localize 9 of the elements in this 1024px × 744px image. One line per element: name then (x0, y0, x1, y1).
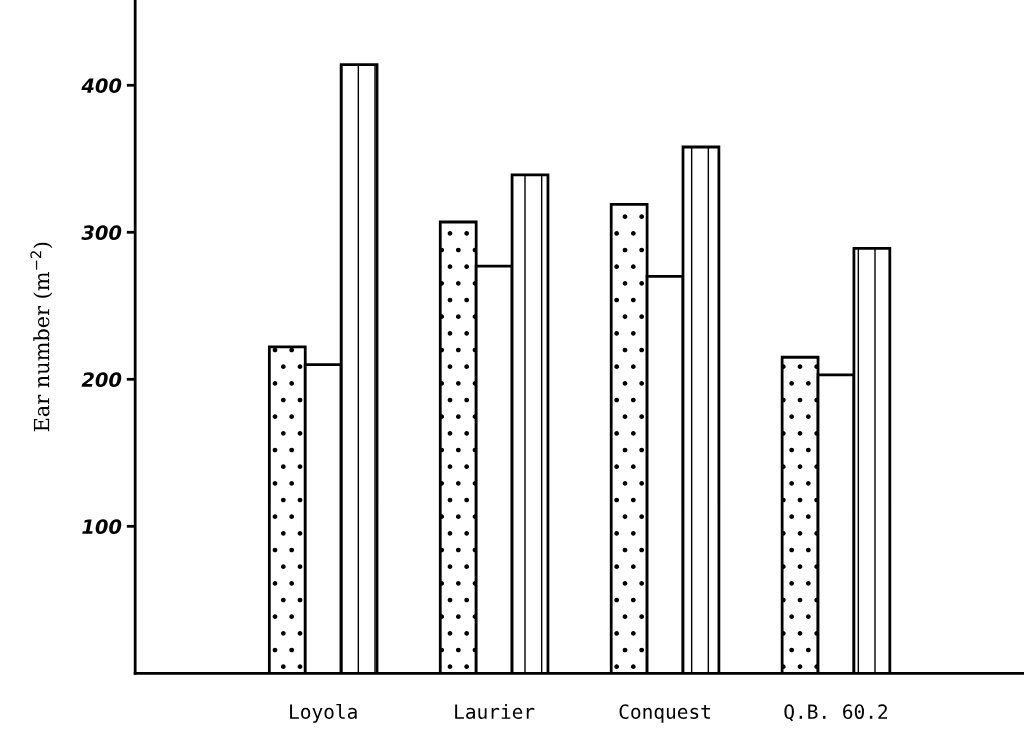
x-tick-label: Q.B. 60.2 (784, 704, 888, 722)
y-tick-label: 300 (81, 225, 122, 240)
y-tick-label: 100 (82, 519, 122, 534)
x-tick-label: Laurier (455, 703, 535, 720)
x-tick-label: Conquest (619, 704, 710, 723)
y-tick-label: 200 (81, 372, 122, 387)
y-axis-title: Ear number (m$^{−2}$) (30, 242, 53, 432)
y-tick-label: 400 (81, 78, 122, 93)
x-tick-label: Loyola (290, 703, 357, 723)
